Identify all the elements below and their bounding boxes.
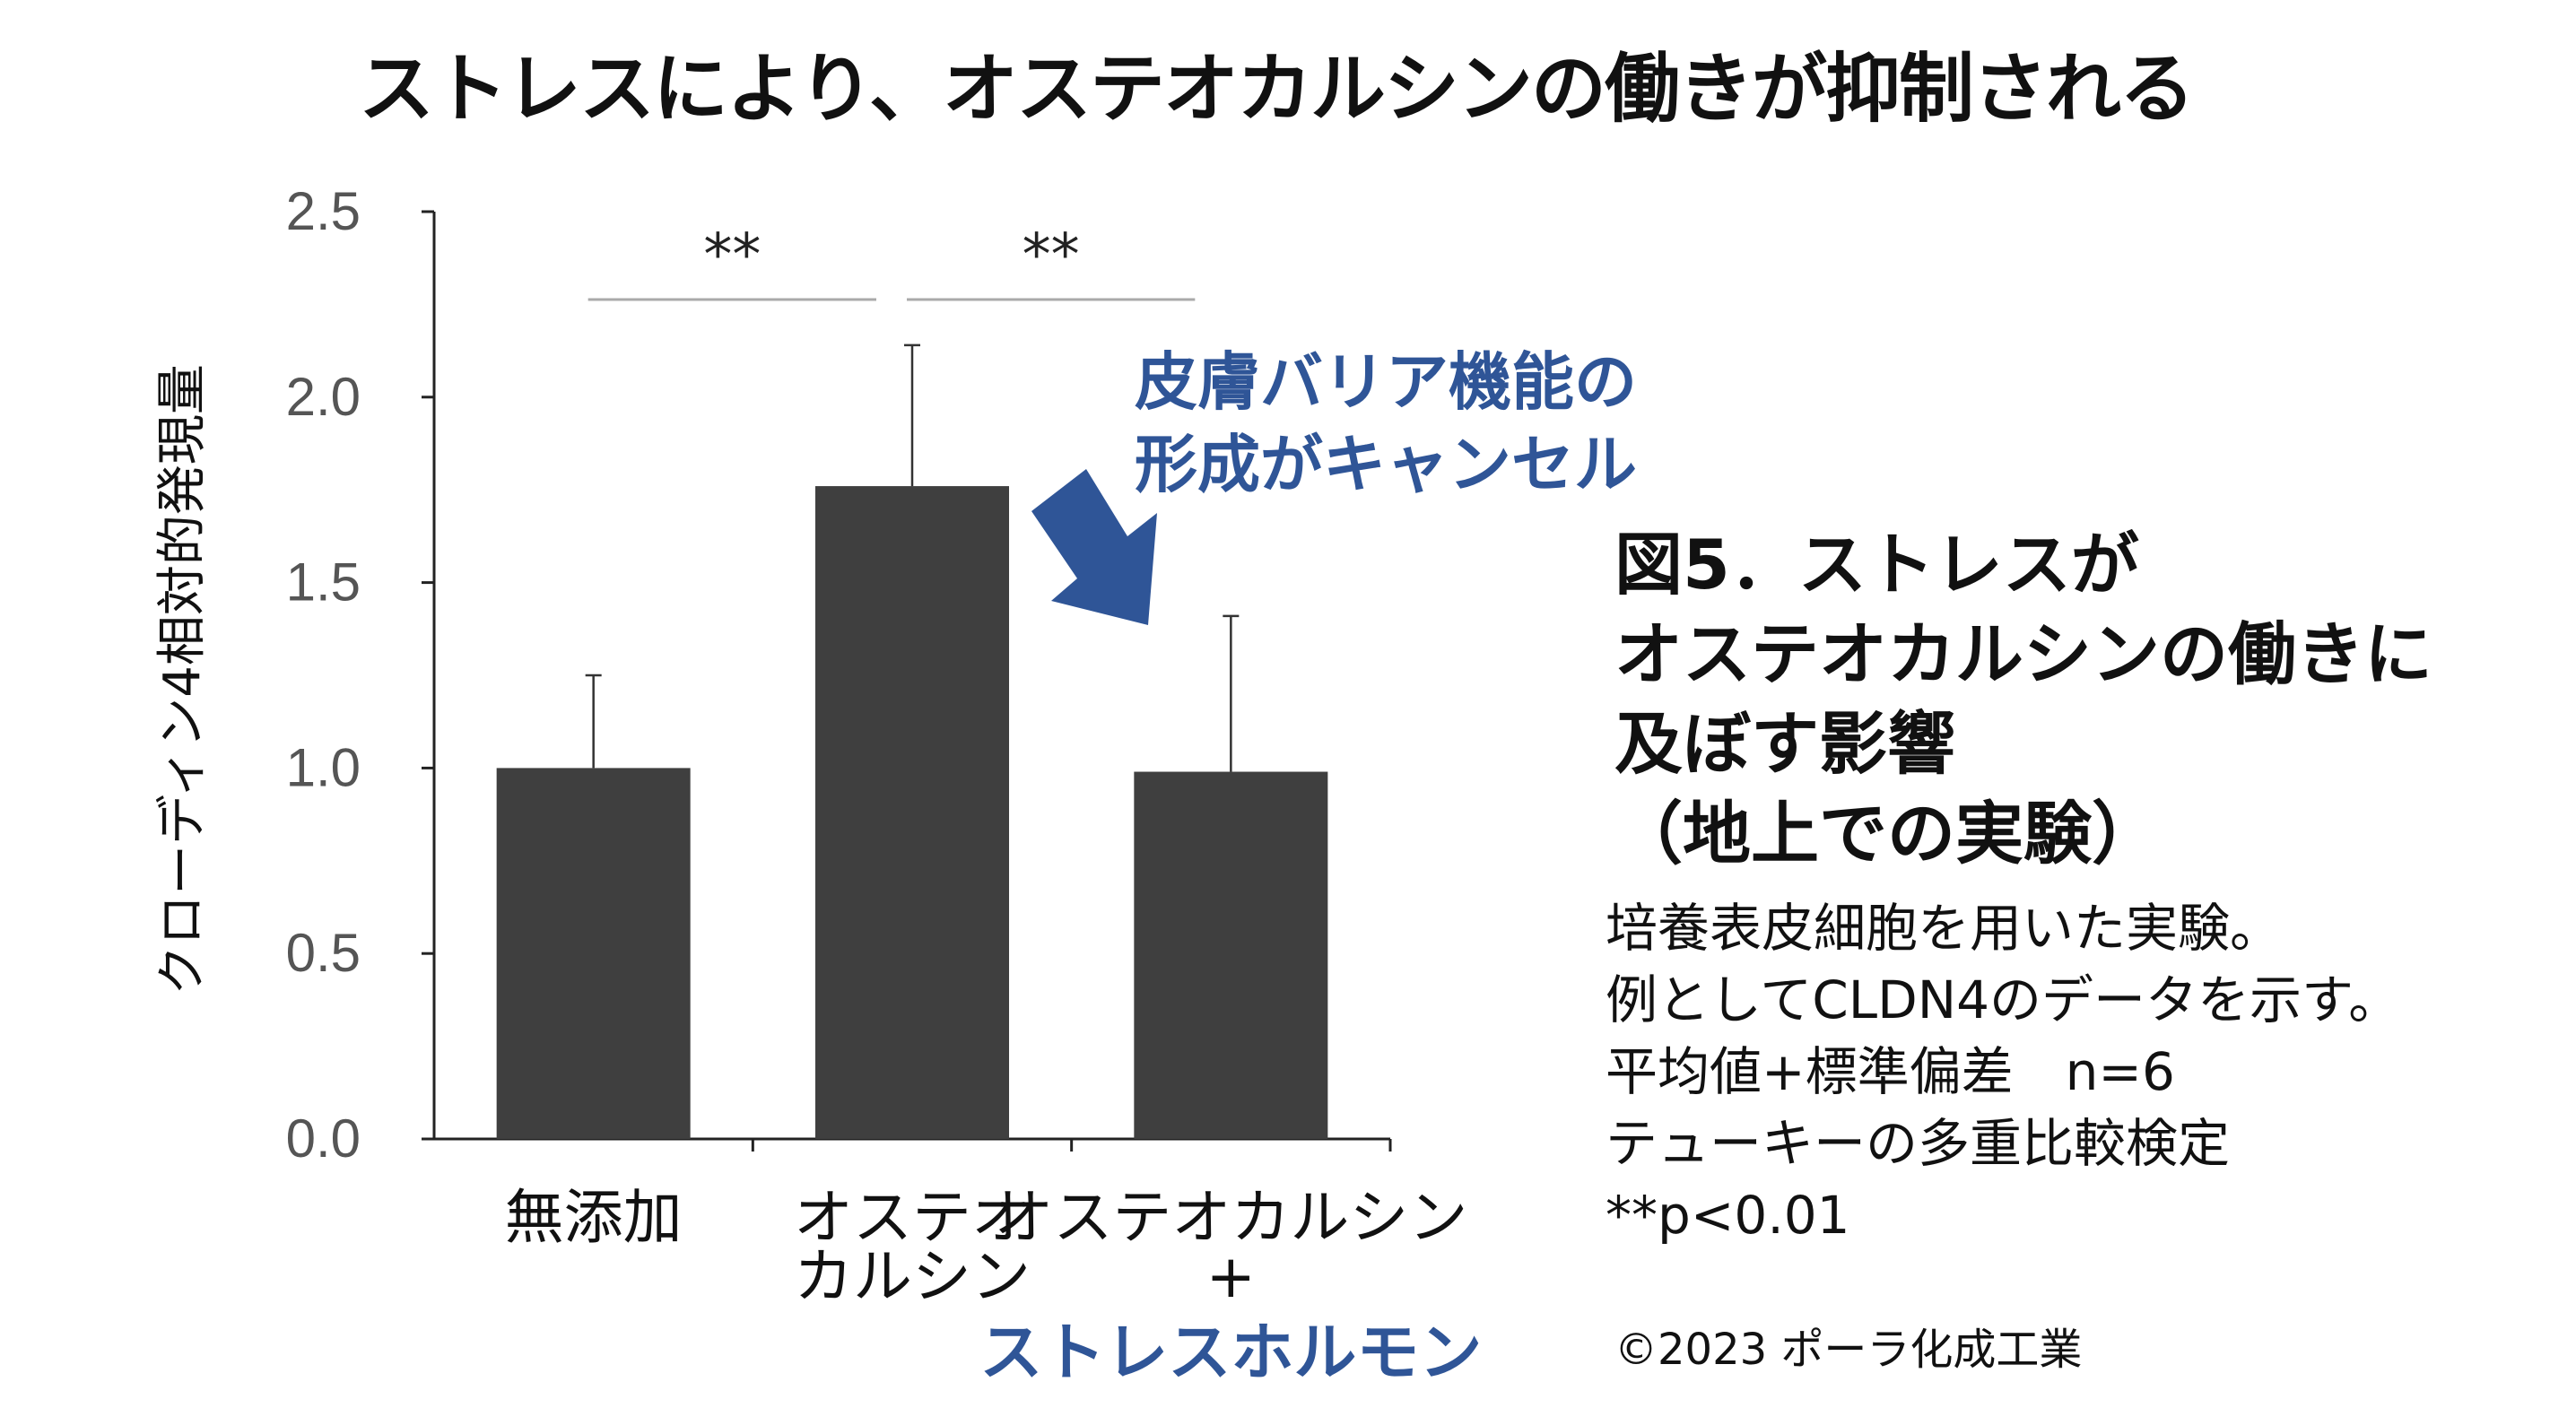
note-line: 平均値+標準偏差 n=6 [1606, 1041, 2175, 1102]
down-arrow-icon [1031, 469, 1157, 625]
copyright: ©2023 ポーラ化成工業 [1614, 1325, 2083, 1375]
bar [496, 768, 691, 1139]
chart-bars [496, 486, 1328, 1139]
chart-significance: ** ** [587, 222, 1196, 301]
y-tick-label: 1.0 [286, 737, 361, 797]
category-label: カルシン [794, 1242, 1031, 1311]
figure-title-line: オステオカルシンの働きに [1614, 614, 2432, 694]
y-tick-label: 2.0 [286, 367, 361, 427]
category-label: 無添加 [505, 1183, 683, 1252]
note-line: テューキーの多重比較検定 [1606, 1113, 2231, 1174]
y-tick-label: 0.5 [286, 923, 361, 983]
category-highlight-label: ストレスホルモン [979, 1316, 1482, 1389]
note-line: **p<0.01 [1606, 1185, 1850, 1246]
main-title: ストレスにより、オステオカルシンの働きが抑制される [359, 45, 2195, 133]
figure-notes: 培養表皮細胞を用いた実験。 例としてCLDN4のデータを示す。 平均値+標準偏差… [1606, 892, 2400, 1251]
y-tick-label: 2.5 [286, 181, 361, 241]
figure-title-line: 及ぼす影響 [1614, 704, 1955, 784]
bar [815, 486, 1009, 1139]
annotation-line: 形成がキャンセル [1135, 428, 1637, 501]
y-tick-label: 1.5 [286, 552, 361, 613]
category-label: + [1206, 1242, 1256, 1311]
chart-error-bars [585, 343, 1240, 772]
bar [1134, 771, 1328, 1139]
category-label: オステオカルシン [994, 1183, 1467, 1252]
annotation-line: 皮膚バリア機能の [1135, 345, 1637, 419]
note-line: 培養表皮細胞を用いた実験。 [1606, 898, 2283, 959]
figure-title-line: （地上での実験） [1614, 794, 2160, 873]
annotation-text: 皮膚バリア機能の 形成がキャンセル [1135, 341, 1637, 506]
note-line: 例としてCLDN4のデータを示す。 [1606, 969, 2401, 1030]
category-label: オステオ [794, 1183, 1031, 1252]
figure-title: 図5．ストレスが オステオカルシンの働きに 及ぼす影響 （地上での実験） [1614, 520, 2432, 879]
significance-label: ** [1023, 222, 1080, 289]
y-tick-label: 0.0 [286, 1108, 361, 1169]
figure-title-line: 図5．ストレスが [1614, 525, 2139, 604]
y-axis-label: クローディン4相対的発現量 [153, 364, 212, 995]
significance-label: ** [703, 222, 761, 289]
